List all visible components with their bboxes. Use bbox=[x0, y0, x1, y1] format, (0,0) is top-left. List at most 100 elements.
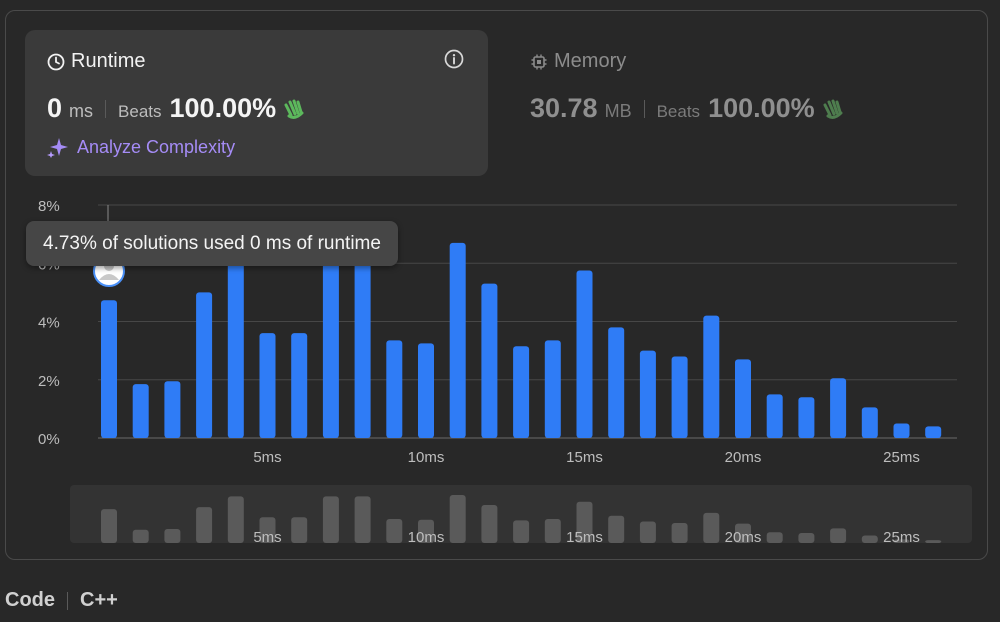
overview-bar[interactable] bbox=[639, 521, 656, 543]
clapping-hands-icon bbox=[823, 99, 843, 119]
overview-bar[interactable] bbox=[101, 509, 117, 543]
overview-bar[interactable] bbox=[766, 532, 783, 543]
runtime-stats: 0 ms Beats 100.00% bbox=[47, 93, 307, 124]
bar[interactable] bbox=[449, 242, 466, 438]
overview-bar[interactable] bbox=[322, 496, 339, 543]
analyze-complexity-button[interactable]: Analyze Complexity bbox=[47, 136, 235, 158]
overview-bar[interactable] bbox=[481, 505, 498, 543]
bar[interactable] bbox=[513, 346, 530, 438]
overview-x-ticks: 5ms 10ms 15ms 20ms 25ms bbox=[253, 529, 920, 546]
bar[interactable] bbox=[544, 340, 561, 438]
bar[interactable] bbox=[164, 381, 181, 438]
overview-bar[interactable] bbox=[576, 501, 593, 543]
memory-beats-value: 100.00% bbox=[708, 93, 815, 123]
overview-x-tick-label: 10ms bbox=[408, 529, 445, 546]
runtime-title: Runtime bbox=[47, 50, 145, 73]
overview-bar[interactable] bbox=[861, 535, 878, 543]
divider bbox=[643, 99, 645, 118]
bar[interactable] bbox=[893, 423, 910, 438]
overview-bar[interactable] bbox=[449, 495, 466, 543]
bar[interactable] bbox=[830, 378, 847, 438]
overview-bar[interactable] bbox=[608, 515, 625, 543]
overview-bar[interactable] bbox=[830, 528, 847, 543]
runtime-title-text: Runtime bbox=[71, 50, 146, 72]
language-label[interactable]: C++ bbox=[80, 589, 118, 611]
overview-x-tick-label: 5ms bbox=[253, 529, 281, 546]
x-tick-label: 5ms bbox=[253, 449, 281, 466]
clapping-hands-icon bbox=[284, 99, 304, 119]
bar[interactable] bbox=[766, 394, 783, 438]
overview-bar[interactable] bbox=[164, 529, 181, 543]
overview-bar[interactable] bbox=[227, 496, 244, 543]
x-tick-label: 15ms bbox=[566, 449, 603, 466]
chip-icon bbox=[531, 54, 547, 69]
overview-bar[interactable] bbox=[291, 517, 308, 543]
overview-bar[interactable] bbox=[132, 529, 149, 543]
bar[interactable] bbox=[798, 397, 815, 438]
overview-bar[interactable] bbox=[354, 496, 371, 543]
runtime-beats-label: Beats bbox=[118, 102, 162, 121]
overview-bar[interactable] bbox=[386, 519, 403, 543]
overview-bar[interactable] bbox=[513, 520, 530, 543]
footer: Code C++ bbox=[5, 589, 118, 612]
clock-icon bbox=[47, 53, 65, 70]
x-tick-label: 20ms bbox=[725, 449, 762, 466]
bar[interactable] bbox=[861, 407, 878, 438]
overview-bars[interactable] bbox=[101, 495, 942, 543]
overview-bar[interactable] bbox=[671, 522, 688, 543]
bar[interactable] bbox=[354, 248, 371, 438]
x-tick-label: 10ms bbox=[408, 449, 445, 466]
overview-bar[interactable] bbox=[544, 519, 561, 543]
y-tick-label: 2% bbox=[38, 373, 60, 390]
sparkle-icon bbox=[47, 138, 68, 158]
x-tick-label: 25ms bbox=[883, 449, 920, 466]
overview-bar[interactable] bbox=[259, 517, 276, 543]
memory-beats-label: Beats bbox=[656, 102, 701, 121]
memory-title: Memory bbox=[530, 50, 626, 73]
bar[interactable] bbox=[259, 333, 276, 438]
bar[interactable] bbox=[671, 356, 688, 438]
analyze-complexity-label: Analyze Complexity bbox=[77, 136, 236, 157]
overview-bar[interactable] bbox=[798, 532, 815, 543]
bar[interactable] bbox=[481, 283, 498, 438]
info-icon[interactable] bbox=[444, 49, 464, 69]
bar[interactable] bbox=[132, 384, 149, 438]
y-tick-label: 8% bbox=[38, 198, 60, 215]
code-label[interactable]: Code bbox=[5, 589, 55, 611]
memory-value: 30.78 bbox=[530, 93, 598, 123]
divider bbox=[105, 99, 107, 118]
bar[interactable] bbox=[291, 333, 308, 438]
bar[interactable] bbox=[576, 270, 593, 438]
overview-bar[interactable] bbox=[418, 519, 434, 543]
bar[interactable] bbox=[703, 315, 720, 438]
memory-unit: MB bbox=[604, 101, 632, 121]
y-tick-label: 4% bbox=[38, 315, 60, 332]
bars[interactable] bbox=[101, 242, 942, 438]
bar[interactable] bbox=[925, 426, 942, 438]
memory-stats: 30.78 MB Beats 100.00% bbox=[530, 93, 846, 124]
bar[interactable] bbox=[101, 300, 117, 438]
memory-title-text: Memory bbox=[554, 50, 627, 72]
y-tick-label: 0% bbox=[38, 431, 60, 448]
submission-panel bbox=[5, 10, 988, 560]
runtime-beats-value: 100.00% bbox=[169, 93, 277, 123]
bar[interactable] bbox=[639, 350, 656, 438]
overview-bar[interactable] bbox=[893, 539, 910, 543]
overview-x-tick-label: 25ms bbox=[883, 529, 920, 546]
bar[interactable] bbox=[735, 359, 751, 438]
bar[interactable] bbox=[608, 327, 625, 438]
overview-bar[interactable] bbox=[735, 523, 751, 543]
overview-bar[interactable] bbox=[196, 507, 213, 543]
overview-bar[interactable] bbox=[925, 540, 942, 543]
bar[interactable] bbox=[227, 248, 244, 438]
overview-x-tick-label: 15ms bbox=[566, 529, 603, 546]
memory-card[interactable]: Memory 30.78 MB Beats 100.00% bbox=[530, 30, 950, 176]
runtime-card[interactable]: Runtime 0 ms Beats 100.00% Analyze Compl… bbox=[25, 30, 488, 176]
bar[interactable] bbox=[322, 248, 339, 438]
bar[interactable] bbox=[196, 292, 213, 438]
bar[interactable] bbox=[386, 340, 403, 438]
bar[interactable] bbox=[418, 343, 434, 438]
divider bbox=[67, 591, 68, 610]
overview-bar[interactable] bbox=[703, 512, 720, 543]
